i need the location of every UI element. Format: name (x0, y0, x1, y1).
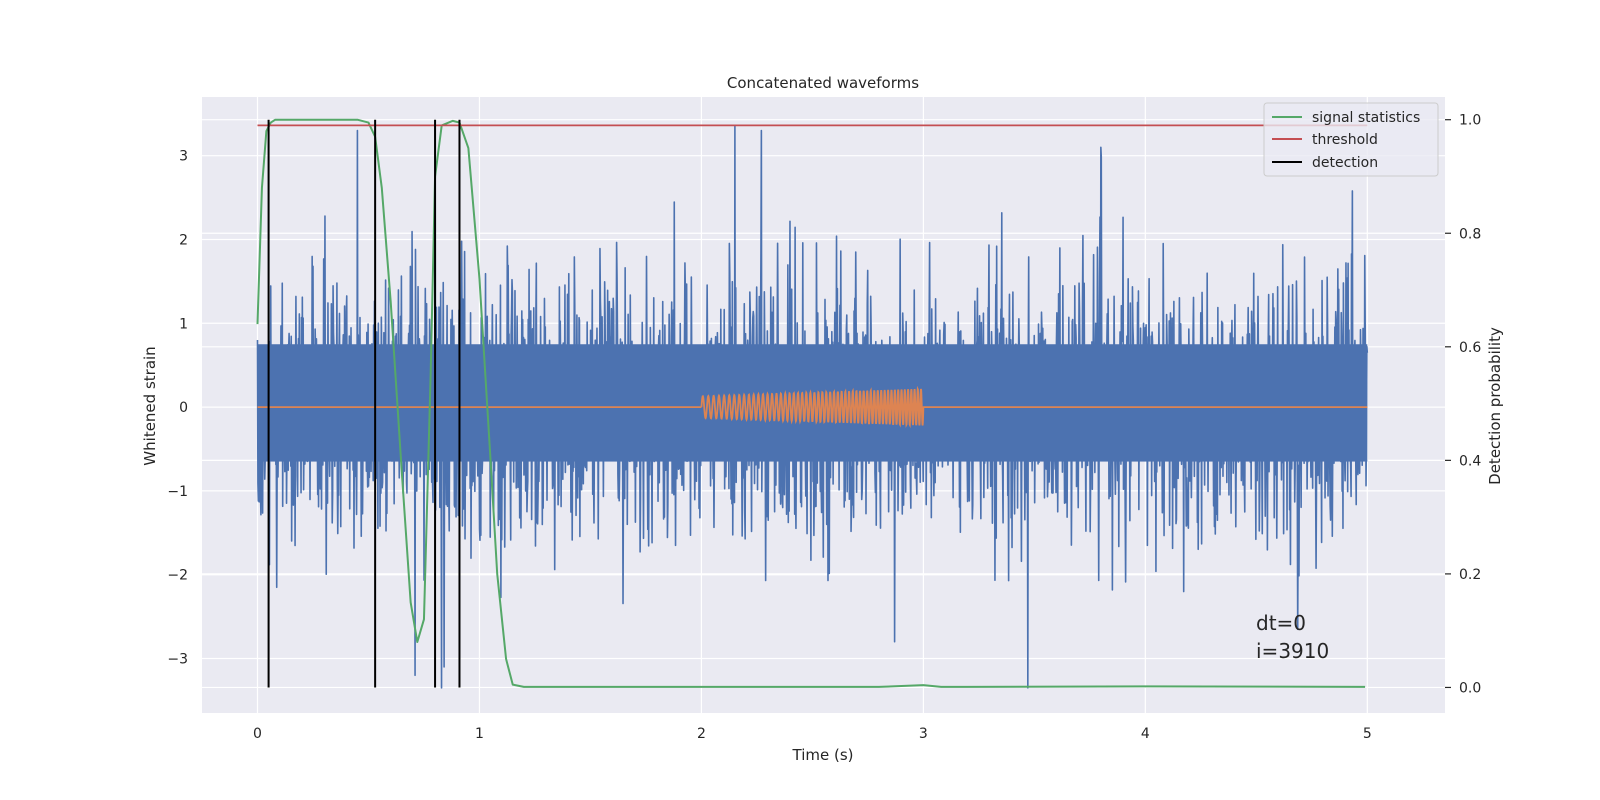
x-tick-label: 2 (697, 726, 706, 742)
chart-title: Concatenated waveforms (727, 74, 919, 92)
annotation-dt: dt=0 (1256, 611, 1306, 635)
y2-axis-title: Detection probability (1486, 327, 1504, 485)
y2-tick-label: 0.2 (1459, 567, 1481, 583)
y2-tick-label: 0.8 (1459, 226, 1481, 242)
y-axis-ticks: −3 −2 −1 0 1 2 3 (167, 149, 188, 668)
x-axis-title: Time (s) (792, 746, 854, 764)
x-axis-ticks: 0 1 2 3 4 5 (253, 726, 1372, 742)
annotation-i: i=3910 (1256, 639, 1329, 663)
legend-label-detection: detection (1312, 155, 1378, 171)
noise-dense-band (257, 344, 1368, 462)
legend-label-signal-statistics: signal statistics (1312, 110, 1420, 126)
x-tick-label: 0 (253, 726, 262, 742)
x-tick-label: 5 (1363, 726, 1372, 742)
y-axis-title: Whitened strain (141, 346, 159, 465)
x-tick-label: 1 (475, 726, 484, 742)
grid (202, 97, 1445, 713)
x-tick-label: 3 (919, 726, 928, 742)
series-injected-signal (257, 385, 1368, 429)
y-tick-label: −2 (167, 568, 188, 584)
y2-tick-label: 1.0 (1459, 113, 1481, 129)
x-tick-label: 4 (1141, 726, 1150, 742)
y2-tick-label: 0.4 (1459, 453, 1481, 469)
y-tick-label: −1 (167, 484, 188, 500)
series-layer (256, 118, 1369, 689)
y2-tick-label: 0.6 (1459, 340, 1481, 356)
legend-label-threshold: threshold (1312, 132, 1378, 148)
y-tick-label: 1 (179, 316, 188, 332)
y2-tick-label: 0.0 (1459, 680, 1481, 696)
y-tick-label: −3 (167, 652, 188, 668)
y-tick-label: 0 (179, 400, 188, 416)
y-tick-label: 3 (179, 149, 188, 165)
y-tick-label: 2 (179, 232, 188, 248)
y2-axis-ticks: 0.0 0.2 0.4 0.6 0.8 1.0 (1445, 113, 1481, 696)
legend: signal statistics threshold detection (1263, 102, 1439, 177)
legend-box (1263, 102, 1439, 177)
